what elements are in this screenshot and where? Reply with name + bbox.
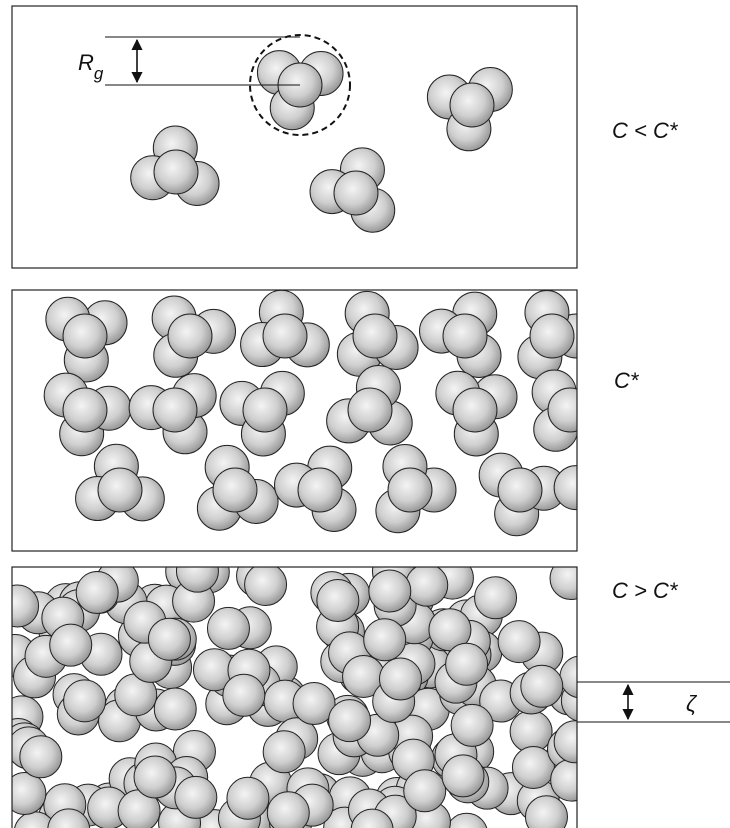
panel-dilute	[130, 50, 513, 233]
sphere	[497, 620, 541, 664]
sphere	[549, 567, 577, 601]
sphere	[262, 730, 306, 774]
sphere	[328, 699, 372, 743]
sphere	[206, 606, 250, 650]
sphere	[588, 490, 632, 534]
sphere	[244, 567, 288, 606]
spacing-label: ζ	[686, 691, 698, 716]
sphere	[316, 579, 360, 623]
sphere	[378, 657, 422, 701]
sphere	[524, 795, 568, 828]
sphere	[445, 642, 489, 686]
sphere	[547, 387, 577, 433]
sphere	[242, 387, 288, 433]
sphere	[529, 313, 575, 359]
gyration-circle	[249, 34, 351, 136]
sphere	[153, 687, 197, 731]
sphere	[497, 467, 543, 513]
sphere	[452, 387, 498, 433]
panel-frame	[11, 289, 578, 552]
sphere	[297, 467, 343, 513]
sphere	[403, 769, 447, 813]
sphere	[352, 313, 398, 359]
sphere	[49, 623, 93, 667]
sphere	[167, 313, 213, 359]
sphere	[559, 655, 577, 699]
sphere	[266, 791, 310, 828]
sphere	[97, 467, 143, 513]
sphere	[347, 387, 393, 433]
sphere	[63, 679, 107, 723]
sphere	[226, 776, 270, 820]
sphere	[368, 569, 412, 613]
sphere	[550, 758, 577, 802]
sphere	[442, 313, 488, 359]
sphere	[152, 387, 198, 433]
sphere	[262, 313, 308, 359]
sphere	[553, 465, 577, 511]
sphere	[520, 664, 564, 708]
sphere	[12, 772, 47, 816]
sphere	[363, 618, 407, 662]
sphere	[450, 703, 494, 747]
sphere	[405, 567, 449, 607]
sphere	[62, 387, 108, 433]
sphere	[292, 682, 336, 726]
panel-overlap	[43, 290, 641, 537]
sphere	[212, 467, 258, 513]
sphere	[222, 673, 266, 717]
sphere	[387, 467, 433, 513]
sphere	[333, 170, 379, 216]
sphere	[350, 808, 394, 828]
sphere	[578, 468, 622, 512]
sphere	[147, 617, 191, 661]
sphere	[175, 567, 219, 593]
sphere	[474, 576, 518, 620]
sphere	[449, 82, 495, 128]
sphere	[19, 735, 63, 779]
sphere	[12, 584, 40, 628]
panel-semidilute	[12, 567, 577, 828]
sphere	[597, 454, 641, 498]
sphere	[441, 754, 485, 798]
sphere	[62, 313, 108, 359]
sphere	[133, 755, 177, 799]
panel-label: C > C*	[612, 578, 679, 603]
radius-label: Rg	[78, 50, 104, 83]
sphere	[75, 571, 119, 615]
sphere	[553, 720, 577, 764]
sphere	[153, 149, 199, 195]
sphere	[174, 775, 218, 819]
panel-frame	[11, 566, 578, 828]
sphere	[571, 390, 577, 421]
sphere	[47, 808, 91, 828]
sphere	[446, 812, 488, 828]
panel-frame	[11, 5, 578, 269]
panel-label: C < C*	[612, 118, 679, 143]
panel-label: C*	[614, 368, 640, 393]
